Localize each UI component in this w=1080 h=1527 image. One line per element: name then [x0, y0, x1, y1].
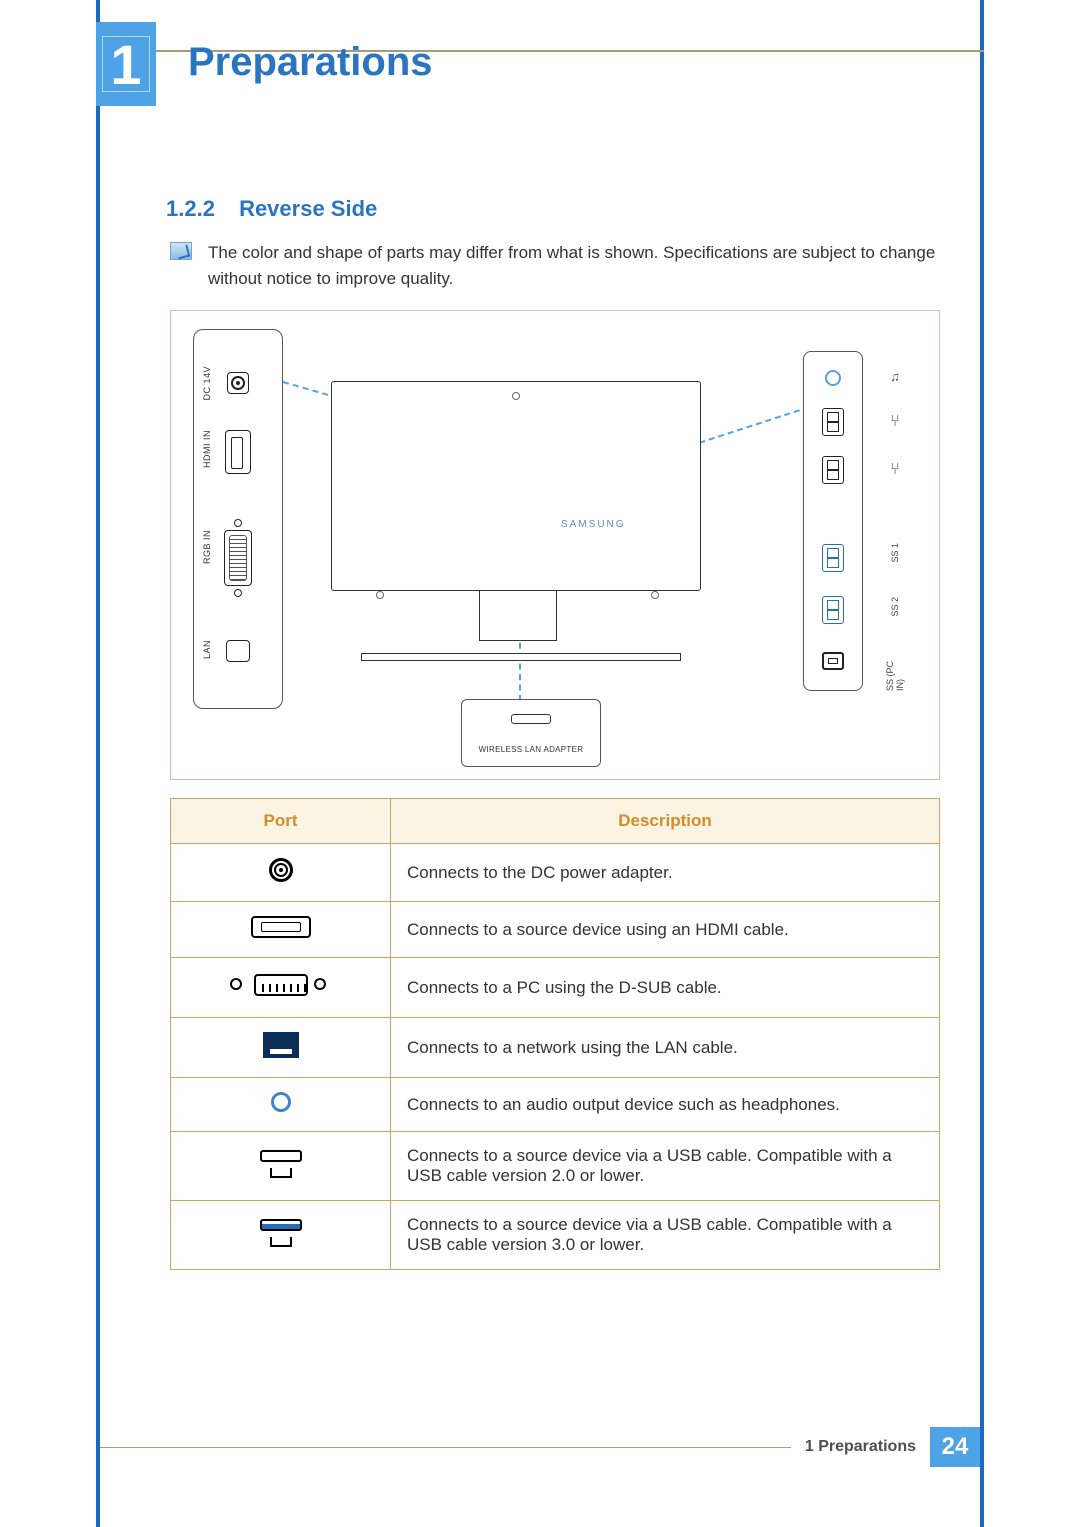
usb-symbol-icon: ⑂	[890, 413, 900, 431]
desc-cell: Connects to a network using the LAN cabl…	[391, 1018, 940, 1078]
table-row: Connects to a source device via a USB ca…	[171, 1201, 940, 1270]
page-accent-right	[980, 0, 984, 1527]
left-port-panel: DC 14V HDMI IN RGB IN LAN	[193, 329, 283, 709]
hdmi-icon	[251, 916, 311, 938]
chapter-badge: 1	[96, 22, 156, 106]
wireless-adapter-box: WIRELESS LAN ADAPTER	[461, 699, 601, 767]
desc-cell: Connects to an audio output device such …	[391, 1078, 940, 1132]
col-header-port: Port	[171, 799, 391, 844]
lan-icon	[263, 1032, 299, 1058]
port-label-hdmi: HDMI IN	[202, 430, 212, 468]
port-label-dc: DC 14V	[202, 366, 212, 401]
usb3-icon	[256, 1219, 306, 1247]
wireless-adapter-label: WIRELESS LAN ADAPTER	[462, 745, 600, 754]
desc-cell: Connects to a source device via a USB ca…	[391, 1132, 940, 1201]
page-accent-left	[96, 0, 100, 1527]
usb3-label-2: SS 2	[890, 597, 900, 617]
page-footer: 1 Preparations 24	[100, 1427, 980, 1467]
usb3-port-icon	[822, 544, 844, 572]
section-heading: 1.2.2 Reverse Side	[166, 196, 377, 222]
right-panel-labels: ♫ ⑂ ⑂ SS 1 SS 2 SS (PC IN)	[871, 351, 919, 691]
right-port-panel	[803, 351, 863, 691]
brand-logo: SAMSUNG	[561, 519, 626, 530]
usb-symbol-icon: ⑂	[890, 461, 900, 479]
table-row: Connects to a source device using an HDM…	[171, 902, 940, 958]
port-label-lan: LAN	[202, 640, 212, 659]
usb3-label-1: SS 1	[890, 543, 900, 563]
section-number: 1.2.2	[166, 196, 215, 221]
audio-out-icon	[825, 370, 841, 386]
page-number: 24	[930, 1427, 980, 1467]
usb2-port-icon	[822, 456, 844, 484]
table-row: Connects to a PC using the D-SUB cable.	[171, 958, 940, 1018]
note-icon	[170, 242, 192, 260]
hdmi-port-icon	[225, 430, 251, 474]
dc-jack-icon	[269, 858, 293, 882]
desc-cell: Connects to the DC power adapter.	[391, 844, 940, 902]
monitor-illustration: SAMSUNG	[331, 381, 701, 681]
table-row: Connects to a network using the LAN cabl…	[171, 1018, 940, 1078]
usb-pc-in-icon	[822, 652, 844, 670]
desc-cell: Connects to a PC using the D-SUB cable.	[391, 958, 940, 1018]
port-label-rgb: RGB IN	[202, 530, 212, 564]
col-header-description: Description	[391, 799, 940, 844]
reverse-side-diagram: DC 14V HDMI IN RGB IN LAN SAMSUNG WIRELE…	[170, 310, 940, 780]
note-row: The color and shape of parts may differ …	[170, 240, 940, 291]
desc-cell: Connects to a source device using an HDM…	[391, 902, 940, 958]
usb2-icon	[256, 1150, 306, 1178]
table-row: Connects to the DC power adapter.	[171, 844, 940, 902]
rgb-port-icon	[224, 530, 252, 586]
headphone-symbol-icon: ♫	[890, 369, 900, 384]
table-row: Connects to an audio output device such …	[171, 1078, 940, 1132]
usb-pcin-label: SS (PC IN)	[885, 647, 905, 691]
dc-port-icon	[227, 372, 249, 394]
lan-port-icon	[226, 640, 250, 662]
chapter-title: Preparations	[188, 40, 433, 85]
dsub-icon	[236, 972, 326, 998]
section-title: Reverse Side	[239, 196, 377, 221]
table-header-row: Port Description	[171, 799, 940, 844]
audio-jack-icon	[271, 1092, 291, 1112]
chapter-number: 1	[110, 32, 141, 97]
note-text: The color and shape of parts may differ …	[208, 240, 940, 291]
usb2-port-icon	[822, 408, 844, 436]
table-row: Connects to a source device via a USB ca…	[171, 1132, 940, 1201]
footer-breadcrumb: 1 Preparations	[791, 1438, 930, 1456]
port-description-table: Port Description Connects to the DC powe…	[170, 798, 940, 1270]
desc-cell: Connects to a source device via a USB ca…	[391, 1201, 940, 1270]
usb3-port-icon	[822, 596, 844, 624]
